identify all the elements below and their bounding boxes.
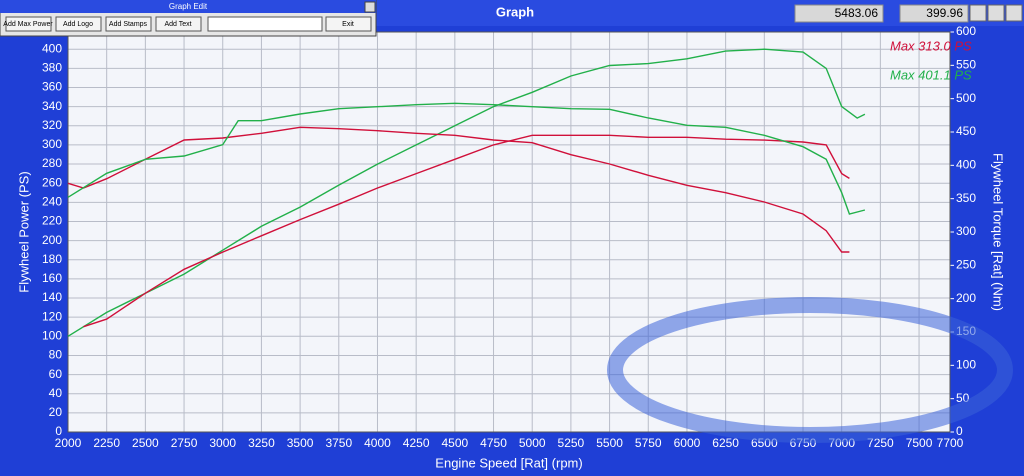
y2-tick-label: 250	[956, 258, 976, 272]
y2-tick-label: 100	[956, 358, 976, 372]
button[interactable]	[105, 16, 152, 32]
y2-tick-label: 350	[956, 191, 976, 205]
x-tick-label: 3500	[287, 436, 314, 450]
x-tick-label: 2000	[55, 436, 82, 450]
x-tick-label: 5500	[596, 436, 623, 450]
x-tick-label: 5750	[635, 436, 662, 450]
y-tick-label: 300	[42, 137, 62, 151]
x-tick-label: 3750	[325, 436, 352, 450]
y-tick-label: 380	[42, 61, 62, 75]
x-tick-label: 7500	[906, 436, 933, 450]
y-tick-label: 200	[42, 233, 62, 247]
series-line	[67, 126, 850, 253]
annotation: Max 401.1 PS	[890, 67, 972, 82]
button[interactable]	[55, 16, 102, 32]
button-label[interactable]: Add Stamps	[109, 21, 148, 28]
button[interactable]	[155, 16, 202, 32]
x-tick-label: 4000	[364, 436, 391, 450]
x-axis-title: Engine Speed [Rat] (rpm)	[435, 455, 582, 470]
button[interactable]	[325, 16, 372, 32]
x-tick-label: 4250	[403, 436, 430, 450]
button[interactable]	[5, 16, 52, 32]
series-line	[67, 48, 866, 337]
x-tick-label: 2750	[171, 436, 198, 450]
y2-tick-label: 200	[956, 291, 976, 305]
restore-button[interactable]	[969, 4, 987, 22]
button-label[interactable]: Add Text	[164, 21, 191, 28]
y-tick-label: 60	[49, 367, 63, 381]
y-tick-label: 0	[55, 424, 62, 438]
y2-tick-label: 500	[956, 91, 976, 105]
x-tick-label: 5250	[558, 436, 585, 450]
readout-box	[899, 4, 969, 23]
y-tick-label: 100	[42, 328, 62, 342]
readout: 5483.06	[835, 6, 879, 20]
button-label[interactable]: Add Logo	[63, 21, 93, 28]
x-tick-label: 6000	[674, 436, 701, 450]
y-axis-title: Flywheel Power (PS)	[16, 171, 31, 292]
y-tick-label: 80	[49, 348, 63, 362]
y-tick-label: 360	[42, 80, 62, 94]
y-tick-label: 400	[42, 41, 62, 55]
y2-axis-title: Flywheel Torque [Rat] (Nm)	[991, 153, 1006, 311]
y-tick-label: 20	[49, 405, 63, 419]
readout-box	[794, 4, 884, 23]
y2-tick-label: 550	[956, 58, 976, 72]
toolbar-title-bar	[0, 0, 376, 13]
button-label[interactable]: Exit	[342, 21, 354, 28]
y-tick-label: 320	[42, 118, 62, 132]
x-tick-label: 2250	[93, 436, 120, 450]
x-tick-label: 4750	[480, 436, 507, 450]
annotation: Max 313.0 PS	[890, 38, 972, 53]
y-tick-label: 340	[42, 99, 62, 113]
y2-tick-label: 450	[956, 124, 976, 138]
y2-tick-label: 300	[956, 224, 976, 238]
y2-tick-label: 400	[956, 158, 976, 172]
help-button[interactable]	[987, 4, 1005, 22]
button-label[interactable]: Add Max Power	[3, 21, 53, 28]
text-input[interactable]	[207, 16, 323, 32]
y-tick-label: 180	[42, 252, 62, 266]
x-tick-label: 4500	[441, 436, 468, 450]
y2-tick-label: 600	[956, 24, 976, 38]
y2-tick-label: 0	[956, 424, 963, 438]
y-tick-label: 220	[42, 214, 62, 228]
x-tick-label: 6250	[712, 436, 739, 450]
plot-area	[68, 32, 950, 432]
x-tick-label: 3000	[209, 436, 236, 450]
y-tick-label: 260	[42, 175, 62, 189]
x-tick-label: 3250	[248, 436, 275, 450]
y-tick-label: 40	[49, 386, 63, 400]
y-tick-label: 240	[42, 195, 62, 209]
close-button[interactable]	[1005, 4, 1023, 22]
y-tick-label: 280	[42, 156, 62, 170]
toolbar-title: Graph Edit	[169, 2, 208, 11]
series-line	[67, 102, 866, 215]
y-tick-label: 120	[42, 309, 62, 323]
x-tick-label: 2500	[132, 436, 159, 450]
x-tick-label: 7700	[937, 436, 964, 450]
x-tick-label: 5000	[519, 436, 546, 450]
y-tick-label: 160	[42, 271, 62, 285]
watermark-logo	[607, 297, 1013, 443]
window-title: Graph	[496, 4, 534, 19]
series-line	[83, 134, 850, 328]
toolbar-close[interactable]	[364, 1, 376, 13]
y-tick-label: 140	[42, 290, 62, 304]
readout: 399.96	[926, 6, 963, 20]
plot-frame	[67, 31, 951, 433]
